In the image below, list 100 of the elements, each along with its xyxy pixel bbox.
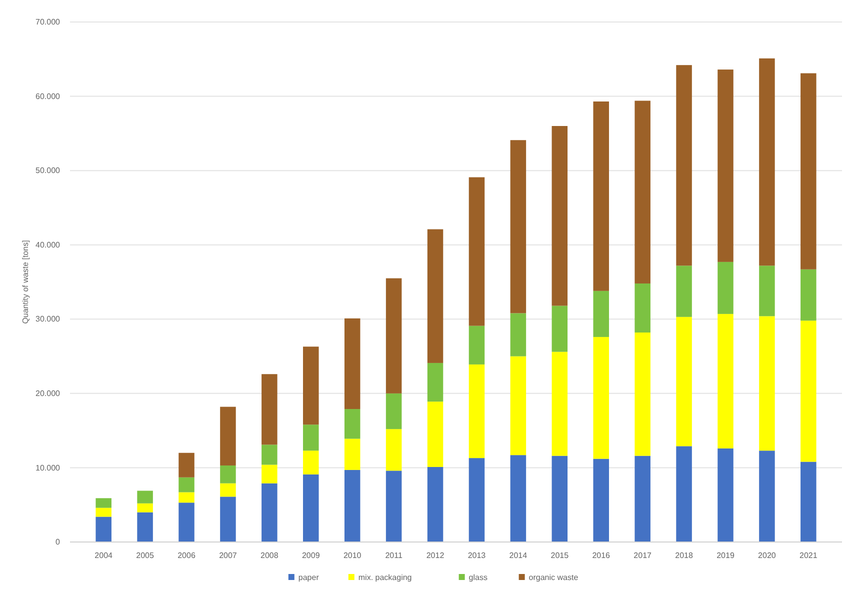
- x-tick-label: 2009: [302, 551, 320, 560]
- bar: [427, 466, 444, 542]
- bar: [593, 290, 609, 337]
- bar: [386, 429, 402, 471]
- bar: [96, 508, 112, 517]
- bar: [634, 283, 650, 333]
- bar: [220, 483, 236, 497]
- x-tick-label: 2008: [260, 551, 279, 560]
- y-tick-label: 40.000: [36, 240, 61, 250]
- x-tick-label: 2019: [716, 551, 735, 560]
- y-tick-label: 30.000: [36, 314, 61, 324]
- bar: [510, 455, 526, 542]
- bar: [759, 266, 775, 316]
- bar: [468, 326, 485, 364]
- bar: [427, 229, 444, 363]
- x-tick-label: 2015: [550, 551, 570, 560]
- y-tick-label: 10.000: [36, 463, 61, 472]
- x-tick-label: 2018: [675, 551, 694, 560]
- bar: [96, 516, 112, 542]
- bar: [552, 352, 568, 456]
- bar: [800, 462, 816, 542]
- bar: [262, 483, 278, 542]
- y-tick-label: 0: [56, 538, 61, 547]
- x-tick-label: 2016: [592, 551, 611, 560]
- bar: [759, 450, 775, 542]
- bar: [468, 177, 485, 326]
- bar: [344, 438, 360, 470]
- x-tick-label: 2012: [426, 551, 445, 560]
- bar: [593, 101, 609, 291]
- bar: [593, 336, 609, 459]
- bar: [552, 126, 568, 306]
- x-tick-label: 2011: [385, 551, 403, 560]
- bar: [137, 512, 153, 542]
- bar: [676, 316, 692, 446]
- y-tick-label: 50.000: [36, 166, 61, 176]
- bar: [262, 444, 278, 465]
- bar: [137, 503, 153, 512]
- bar: [552, 456, 568, 542]
- bar: [220, 496, 236, 542]
- x-tick-label: 2013: [468, 551, 486, 560]
- bar: [634, 456, 650, 542]
- x-tick-label: 2004: [94, 551, 114, 560]
- x-tick-label: 2010: [343, 551, 362, 560]
- bar: [220, 406, 236, 466]
- bar: [800, 73, 816, 270]
- bar: [303, 346, 319, 425]
- bar: [344, 409, 360, 439]
- bar: [137, 490, 153, 504]
- bar: [634, 100, 650, 284]
- bar: [718, 70, 734, 262]
- bar: [676, 446, 692, 542]
- bar: [676, 266, 692, 317]
- bar: [386, 278, 402, 394]
- bar: [759, 316, 775, 451]
- y-tick-label: 60.000: [36, 92, 61, 101]
- bar: [800, 320, 816, 462]
- bar: [634, 332, 650, 456]
- bar: [427, 402, 444, 467]
- bar: [718, 314, 734, 448]
- bar: [718, 448, 734, 542]
- bar: [220, 465, 236, 484]
- legend-label: organic waste: [528, 573, 579, 582]
- bar: [800, 269, 816, 321]
- bar: [593, 458, 609, 542]
- x-tick-label: 2005: [136, 551, 154, 560]
- bar: [386, 393, 402, 430]
- y-tick-label: 70.000: [36, 18, 61, 27]
- legend-label: mix. packaging: [358, 573, 412, 582]
- bar: [303, 424, 319, 451]
- y-axis-title: Quantity of waste [tons]: [21, 240, 30, 324]
- bar: [178, 452, 194, 478]
- bar: [262, 464, 278, 484]
- legend-label: glass: [468, 573, 488, 582]
- bar: [427, 362, 444, 402]
- x-tick-label: 2007: [219, 551, 238, 560]
- bar: [510, 140, 526, 314]
- x-tick-label: 2017: [634, 551, 652, 560]
- bar: [178, 502, 194, 542]
- bar: [303, 474, 319, 542]
- x-tick-label: 2021: [800, 551, 818, 560]
- bar: [344, 318, 360, 410]
- bar: [676, 65, 692, 266]
- bar: [303, 450, 319, 474]
- x-tick-label: 2014: [509, 551, 528, 560]
- bar: [178, 492, 194, 503]
- bar: [552, 306, 568, 352]
- bar: [718, 262, 734, 314]
- bar: [510, 313, 526, 356]
- bar: [759, 58, 775, 266]
- bar: [510, 356, 526, 456]
- y-tick-label: 20.000: [36, 388, 61, 398]
- bar: [344, 470, 360, 542]
- bar: [468, 458, 485, 542]
- legend-label: paper: [298, 573, 320, 582]
- bar: [96, 498, 112, 508]
- x-tick-label: 2006: [178, 551, 196, 560]
- bar: [178, 477, 194, 492]
- bar: [468, 364, 485, 458]
- x-tick-label: 2020: [758, 551, 776, 560]
- bar: [386, 470, 402, 542]
